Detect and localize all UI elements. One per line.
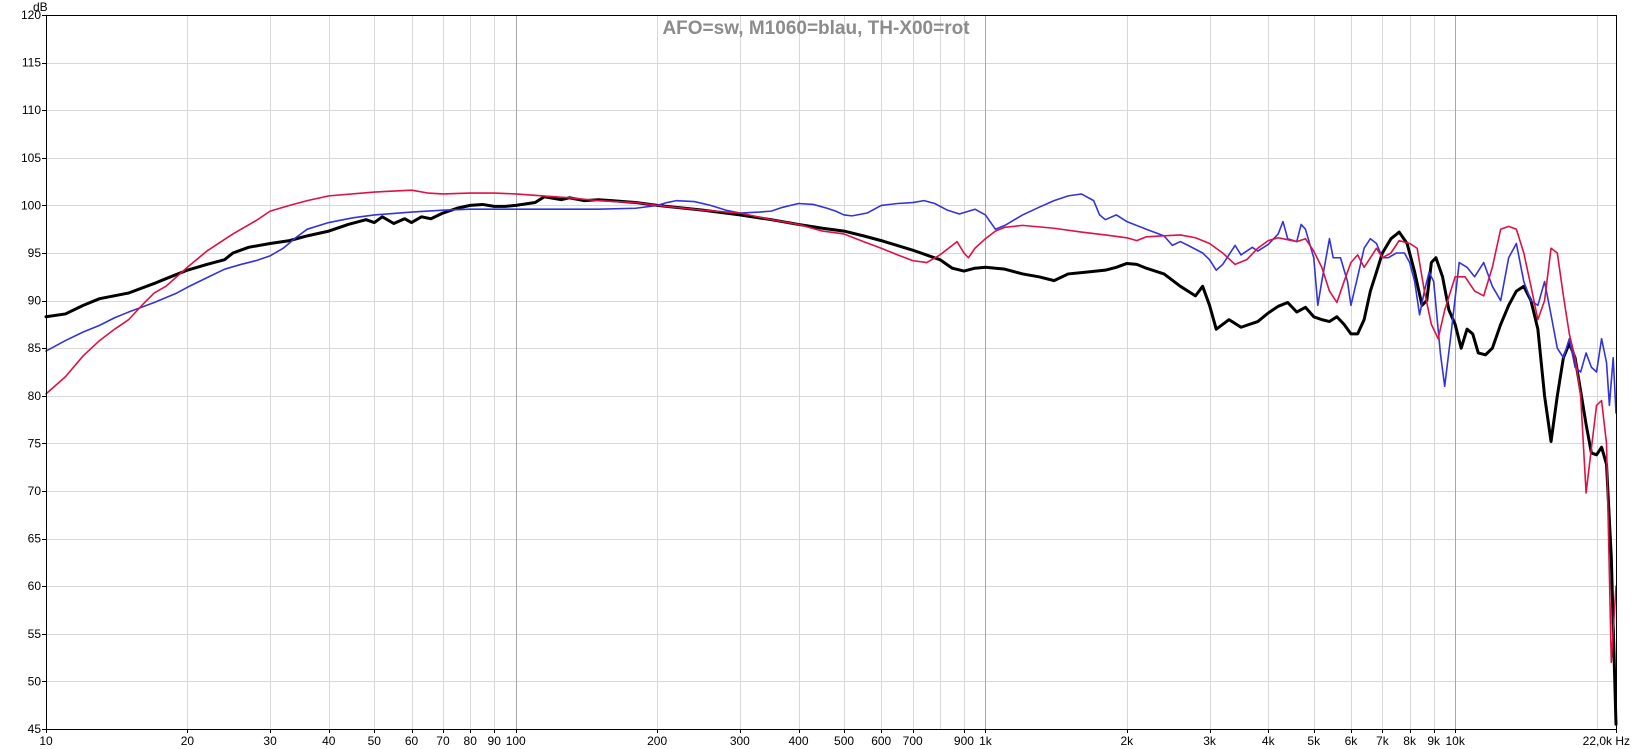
series-line-m1060 xyxy=(45,193,1617,414)
x-axis: 10 20 30 40 50 60 70 80 90 100 200 300 400 500 600 700 9… xyxy=(39,729,1630,748)
x-tick-label: 6k xyxy=(1345,734,1359,748)
y-tick-label: 60 xyxy=(28,579,42,593)
x-tick-label: 500 xyxy=(834,734,854,748)
y-tick-label: 55 xyxy=(28,627,42,641)
x-tick-label: 40 xyxy=(322,734,336,748)
x-tick-label: 70 xyxy=(436,734,450,748)
x-tick-label: 50 xyxy=(368,734,382,748)
x-tick-label: 4k xyxy=(1262,734,1276,748)
y-tick-label: 80 xyxy=(28,389,42,403)
x-tick-label: 300 xyxy=(730,734,750,748)
x-tick-label: 22,0k Hz xyxy=(1583,734,1630,748)
y-tick-label: 65 xyxy=(28,532,42,546)
x-tick-label: 5k xyxy=(1307,734,1321,748)
x-tick-label: 700 xyxy=(903,734,923,748)
x-tick-label: 7k xyxy=(1376,734,1390,748)
y-tick-label: 70 xyxy=(28,484,42,498)
x-tick-label: 200 xyxy=(647,734,667,748)
x-tick-label: 10 xyxy=(39,734,53,748)
grid xyxy=(46,15,1617,730)
y-tick-label: 90 xyxy=(28,294,42,308)
y-tick-label: 100 xyxy=(21,198,41,212)
x-tick-label: 90 xyxy=(488,734,502,748)
x-tick-label: 10k xyxy=(1445,734,1465,748)
y-tick-label: 105 xyxy=(21,151,41,165)
series-line-afo xyxy=(44,195,1618,726)
y-tick-label: 120 xyxy=(21,8,41,22)
y-tick-label: 75 xyxy=(28,436,42,450)
x-tick-label: 1k xyxy=(979,734,993,748)
y-axis: 45 50 55 60 65 70 75 80 85 90 95 100 105 110 115 120 xyxy=(21,8,46,736)
y-tick-label: 50 xyxy=(28,674,42,688)
x-tick-label: 100 xyxy=(506,734,526,748)
x-tick-label: 400 xyxy=(789,734,809,748)
series-lines xyxy=(44,189,1618,726)
x-tick-label: 3k xyxy=(1203,734,1217,748)
x-tick-label: 8k xyxy=(1403,734,1417,748)
series-line-th-x00 xyxy=(45,189,1617,664)
x-tick-label: 900 xyxy=(954,734,974,748)
x-tick-label: 20 xyxy=(181,734,195,748)
x-tick-label: 30 xyxy=(263,734,277,748)
chart-title: AFO=sw, M1060=blau, TH-X00=rot xyxy=(662,18,970,39)
x-tick-label: 600 xyxy=(871,734,891,748)
y-tick-label: 45 xyxy=(28,722,42,736)
y-tick-label: 95 xyxy=(28,246,42,260)
y-axis-label: dB xyxy=(33,0,48,14)
x-tick-label: 60 xyxy=(405,734,419,748)
x-tick-label: 2k xyxy=(1120,734,1134,748)
x-tick-label: 9k xyxy=(1427,734,1441,748)
x-tick-label: 80 xyxy=(464,734,478,748)
y-tick-label: 115 xyxy=(22,56,41,70)
plot-frame xyxy=(46,15,1617,730)
y-tick-label: 110 xyxy=(22,103,41,117)
y-tick-label: 85 xyxy=(28,341,42,355)
